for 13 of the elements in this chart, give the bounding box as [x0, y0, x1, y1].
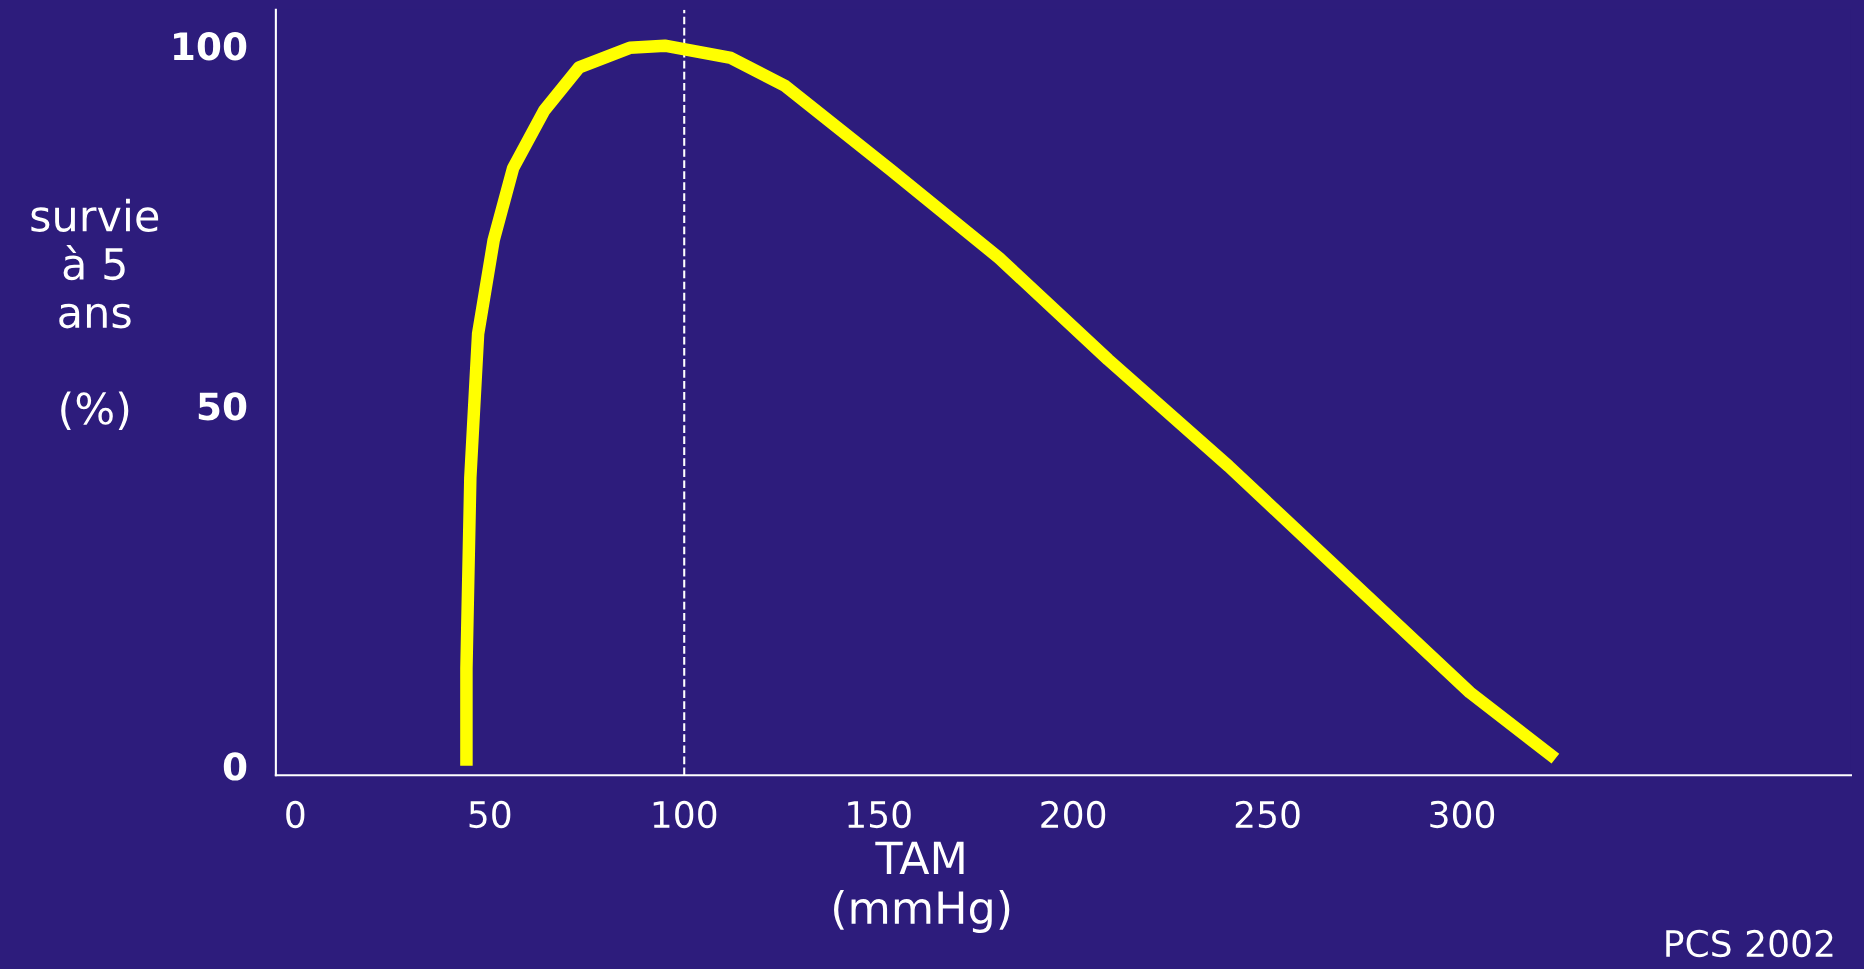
x-tick-label: 100: [653, 800, 717, 829]
text: survie à 5 ans (%): [31, 198, 159, 430]
x-tick-label: 0: [286, 800, 305, 829]
x-tick-label: 200: [1041, 800, 1106, 829]
y-tick-label: 0: [223, 752, 247, 781]
x-tick-label: 50: [469, 800, 511, 829]
text: PCS 2002: [1666, 929, 1833, 958]
x-tick-label: 150: [848, 800, 911, 829]
y-tick-label: 50: [198, 392, 247, 421]
x-tick-label: 250: [1235, 800, 1300, 829]
x-tick-label: 300: [1430, 800, 1495, 829]
x-axis-title: TAM (mmHg): [834, 841, 1010, 934]
y-tick-label: 100: [174, 32, 247, 61]
